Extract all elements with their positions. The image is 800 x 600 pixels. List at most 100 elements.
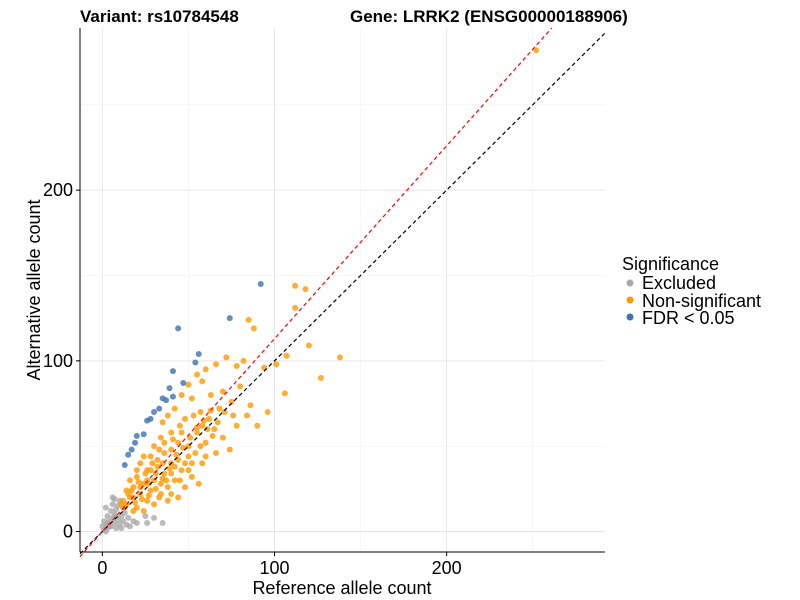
legend: Significance Excluded Non-significant FD… <box>622 254 761 328</box>
point-non-significant <box>292 304 299 311</box>
point-non-significant <box>237 383 244 390</box>
point-fdr-0-05 <box>257 281 264 288</box>
point-non-significant <box>144 497 151 504</box>
point-non-significant <box>133 504 140 511</box>
point-non-significant <box>185 467 192 474</box>
point-non-significant <box>152 470 159 477</box>
point-fdr-0-05 <box>192 359 199 366</box>
point-non-significant <box>209 432 216 439</box>
point-non-significant <box>164 484 171 491</box>
point-non-significant <box>233 422 240 429</box>
point-non-significant <box>137 484 144 491</box>
point-non-significant <box>156 494 163 501</box>
point-non-significant <box>202 453 209 460</box>
point-non-significant <box>138 496 145 503</box>
point-non-significant <box>336 354 343 361</box>
point-excluded <box>104 513 111 520</box>
point-fdr-0-05 <box>156 405 163 412</box>
y-tick-label: 0 <box>63 522 73 542</box>
point-non-significant <box>273 361 280 368</box>
point-non-significant <box>132 499 139 506</box>
point-non-significant <box>168 429 175 436</box>
legend-title: Significance <box>622 254 719 274</box>
point-non-significant <box>305 342 312 349</box>
point-excluded <box>109 501 116 508</box>
point-non-significant <box>221 409 228 416</box>
point-non-significant <box>212 450 219 457</box>
point-fdr-0-05 <box>226 315 233 322</box>
point-non-significant <box>188 473 195 480</box>
point-fdr-0-05 <box>151 409 158 416</box>
point-non-significant <box>211 426 218 433</box>
point-non-significant <box>137 460 144 467</box>
point-excluded <box>142 513 149 520</box>
y-tick-label: 100 <box>43 351 73 371</box>
point-non-significant <box>140 453 147 460</box>
point-non-significant <box>243 412 250 419</box>
point-non-significant <box>156 446 163 453</box>
point-non-significant <box>185 381 192 388</box>
point-non-significant <box>187 434 194 441</box>
point-non-significant <box>159 419 166 426</box>
point-non-significant <box>171 477 178 484</box>
point-fdr-0-05 <box>128 446 135 453</box>
reference-line-identity <box>79 32 606 555</box>
point-fdr-0-05 <box>175 325 182 332</box>
points <box>99 47 540 535</box>
legend-key-excluded <box>626 279 634 287</box>
point-non-significant <box>135 479 142 486</box>
point-non-significant <box>202 366 209 373</box>
point-non-significant <box>157 434 164 441</box>
point-non-significant <box>207 391 214 398</box>
y-tick-label: 200 <box>43 180 73 200</box>
point-excluded <box>109 494 116 501</box>
point-non-significant <box>182 460 188 467</box>
point-fdr-0-05 <box>180 380 187 387</box>
point-non-significant <box>164 412 171 419</box>
point-non-significant <box>163 477 170 484</box>
point-non-significant <box>164 497 171 504</box>
point-non-significant <box>292 282 299 289</box>
point-non-significant <box>264 409 271 416</box>
point-non-significant <box>147 453 154 460</box>
point-non-significant <box>194 371 201 378</box>
point-non-significant <box>281 390 288 397</box>
ticks: 0 100 200 0 100 200 <box>43 180 462 578</box>
point-non-significant <box>190 412 197 419</box>
point-excluded <box>102 504 109 511</box>
point-non-significant <box>223 354 230 361</box>
point-non-significant <box>161 450 168 457</box>
point-non-significant <box>152 485 159 492</box>
legend-label-fdr: FDR < 0.05 <box>642 308 735 328</box>
point-fdr-0-05 <box>121 461 128 468</box>
point-non-significant <box>206 415 213 422</box>
point-non-significant <box>178 467 185 474</box>
point-non-significant <box>126 477 133 484</box>
point-excluded <box>159 519 166 526</box>
point-non-significant <box>154 456 161 463</box>
point-non-significant <box>173 451 180 458</box>
point-non-significant <box>133 473 140 480</box>
point-non-significant <box>302 286 309 293</box>
title-variant: Variant: rs10784548 <box>80 7 239 26</box>
x-tick-label: 100 <box>259 558 289 578</box>
point-non-significant <box>168 490 175 497</box>
grid <box>80 28 605 552</box>
x-axis-label: Reference allele count <box>252 578 431 598</box>
point-fdr-0-05 <box>140 431 147 438</box>
point-non-significant <box>254 422 261 429</box>
point-non-significant <box>175 494 182 501</box>
point-non-significant <box>214 419 221 426</box>
point-excluded <box>126 523 133 530</box>
point-non-significant <box>194 424 201 431</box>
point-non-significant <box>219 434 226 441</box>
point-non-significant <box>140 508 147 515</box>
point-excluded <box>121 509 128 516</box>
point-non-significant <box>168 470 175 477</box>
reference-line-fit <box>79 27 553 557</box>
point-non-significant <box>145 492 152 499</box>
point-non-significant <box>228 398 235 405</box>
point-non-significant <box>250 325 257 332</box>
